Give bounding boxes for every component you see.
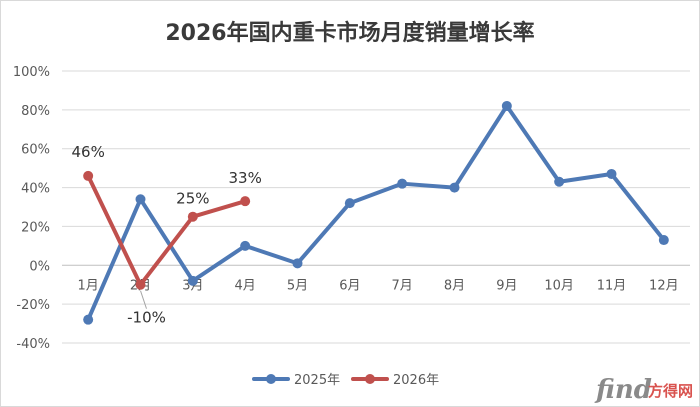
series-line-2	[86, 173, 248, 287]
x-tick-label: 12月	[649, 278, 679, 293]
data-label: -10%	[127, 309, 166, 327]
y-tick-label: 0%	[29, 259, 50, 274]
watermark-suffix: 方得网	[648, 382, 693, 400]
x-tick-label: 5月	[287, 278, 308, 293]
data-point	[135, 194, 146, 205]
data-point	[83, 314, 94, 325]
x-tick-label: 7月	[392, 278, 413, 293]
y-tick-label: -20%	[16, 298, 50, 313]
data-label: 33%	[228, 169, 261, 187]
legend-marker	[266, 374, 276, 384]
data-point	[135, 279, 146, 290]
data-point	[449, 182, 460, 193]
series-line-1	[86, 103, 666, 322]
x-tick-label: 10月	[544, 278, 574, 293]
data-point	[187, 275, 198, 286]
legend: 2025年 2026年	[252, 373, 439, 388]
data-point	[240, 196, 251, 207]
data-point	[292, 258, 303, 269]
x-tick-label: 8月	[444, 278, 465, 293]
x-tick-label: 1月	[78, 278, 99, 293]
data-point	[658, 235, 669, 246]
legend-label: 2025年	[294, 373, 340, 388]
data-point	[501, 100, 512, 111]
data-point	[397, 178, 408, 189]
y-tick-label: 100%	[13, 65, 50, 80]
series-group	[83, 100, 669, 325]
data-label: 46%	[71, 143, 104, 161]
gridlines	[62, 70, 690, 344]
legend-label: 2026年	[393, 373, 439, 388]
data-point	[240, 240, 251, 251]
y-tick-label: 40%	[21, 182, 50, 197]
x-tick-label: 9月	[496, 278, 517, 293]
y-tick-label: 60%	[21, 143, 50, 158]
data-labels: 46% -10% 25% 33%	[71, 143, 261, 327]
data-label: 25%	[176, 190, 209, 208]
x-tick-label: 6月	[339, 278, 360, 293]
y-tick-label: 20%	[21, 220, 50, 235]
data-point	[606, 168, 617, 179]
y-tick-label: 80%	[21, 104, 50, 119]
watermark-logo: find 方得网	[594, 375, 693, 405]
legend-marker	[365, 374, 375, 384]
x-tick-label: 4月	[235, 278, 256, 293]
y-tick-label: -40%	[16, 337, 50, 352]
data-point	[554, 176, 565, 187]
data-point	[83, 170, 94, 181]
y-axis-ticks: -40% -20% 0% 20% 40% 60% 80% 100%	[13, 65, 50, 352]
data-point	[344, 198, 355, 209]
data-label-leader	[140, 290, 147, 309]
data-point	[187, 211, 198, 222]
x-tick-label: 11月	[597, 278, 627, 293]
chart-title: 2026年国内重卡市场月度销量增长率	[165, 20, 534, 46]
x-axis-ticks: 1月2月3月4月5月6月7月8月9月10月11月12月	[78, 278, 679, 293]
watermark-brand: find	[594, 375, 652, 405]
